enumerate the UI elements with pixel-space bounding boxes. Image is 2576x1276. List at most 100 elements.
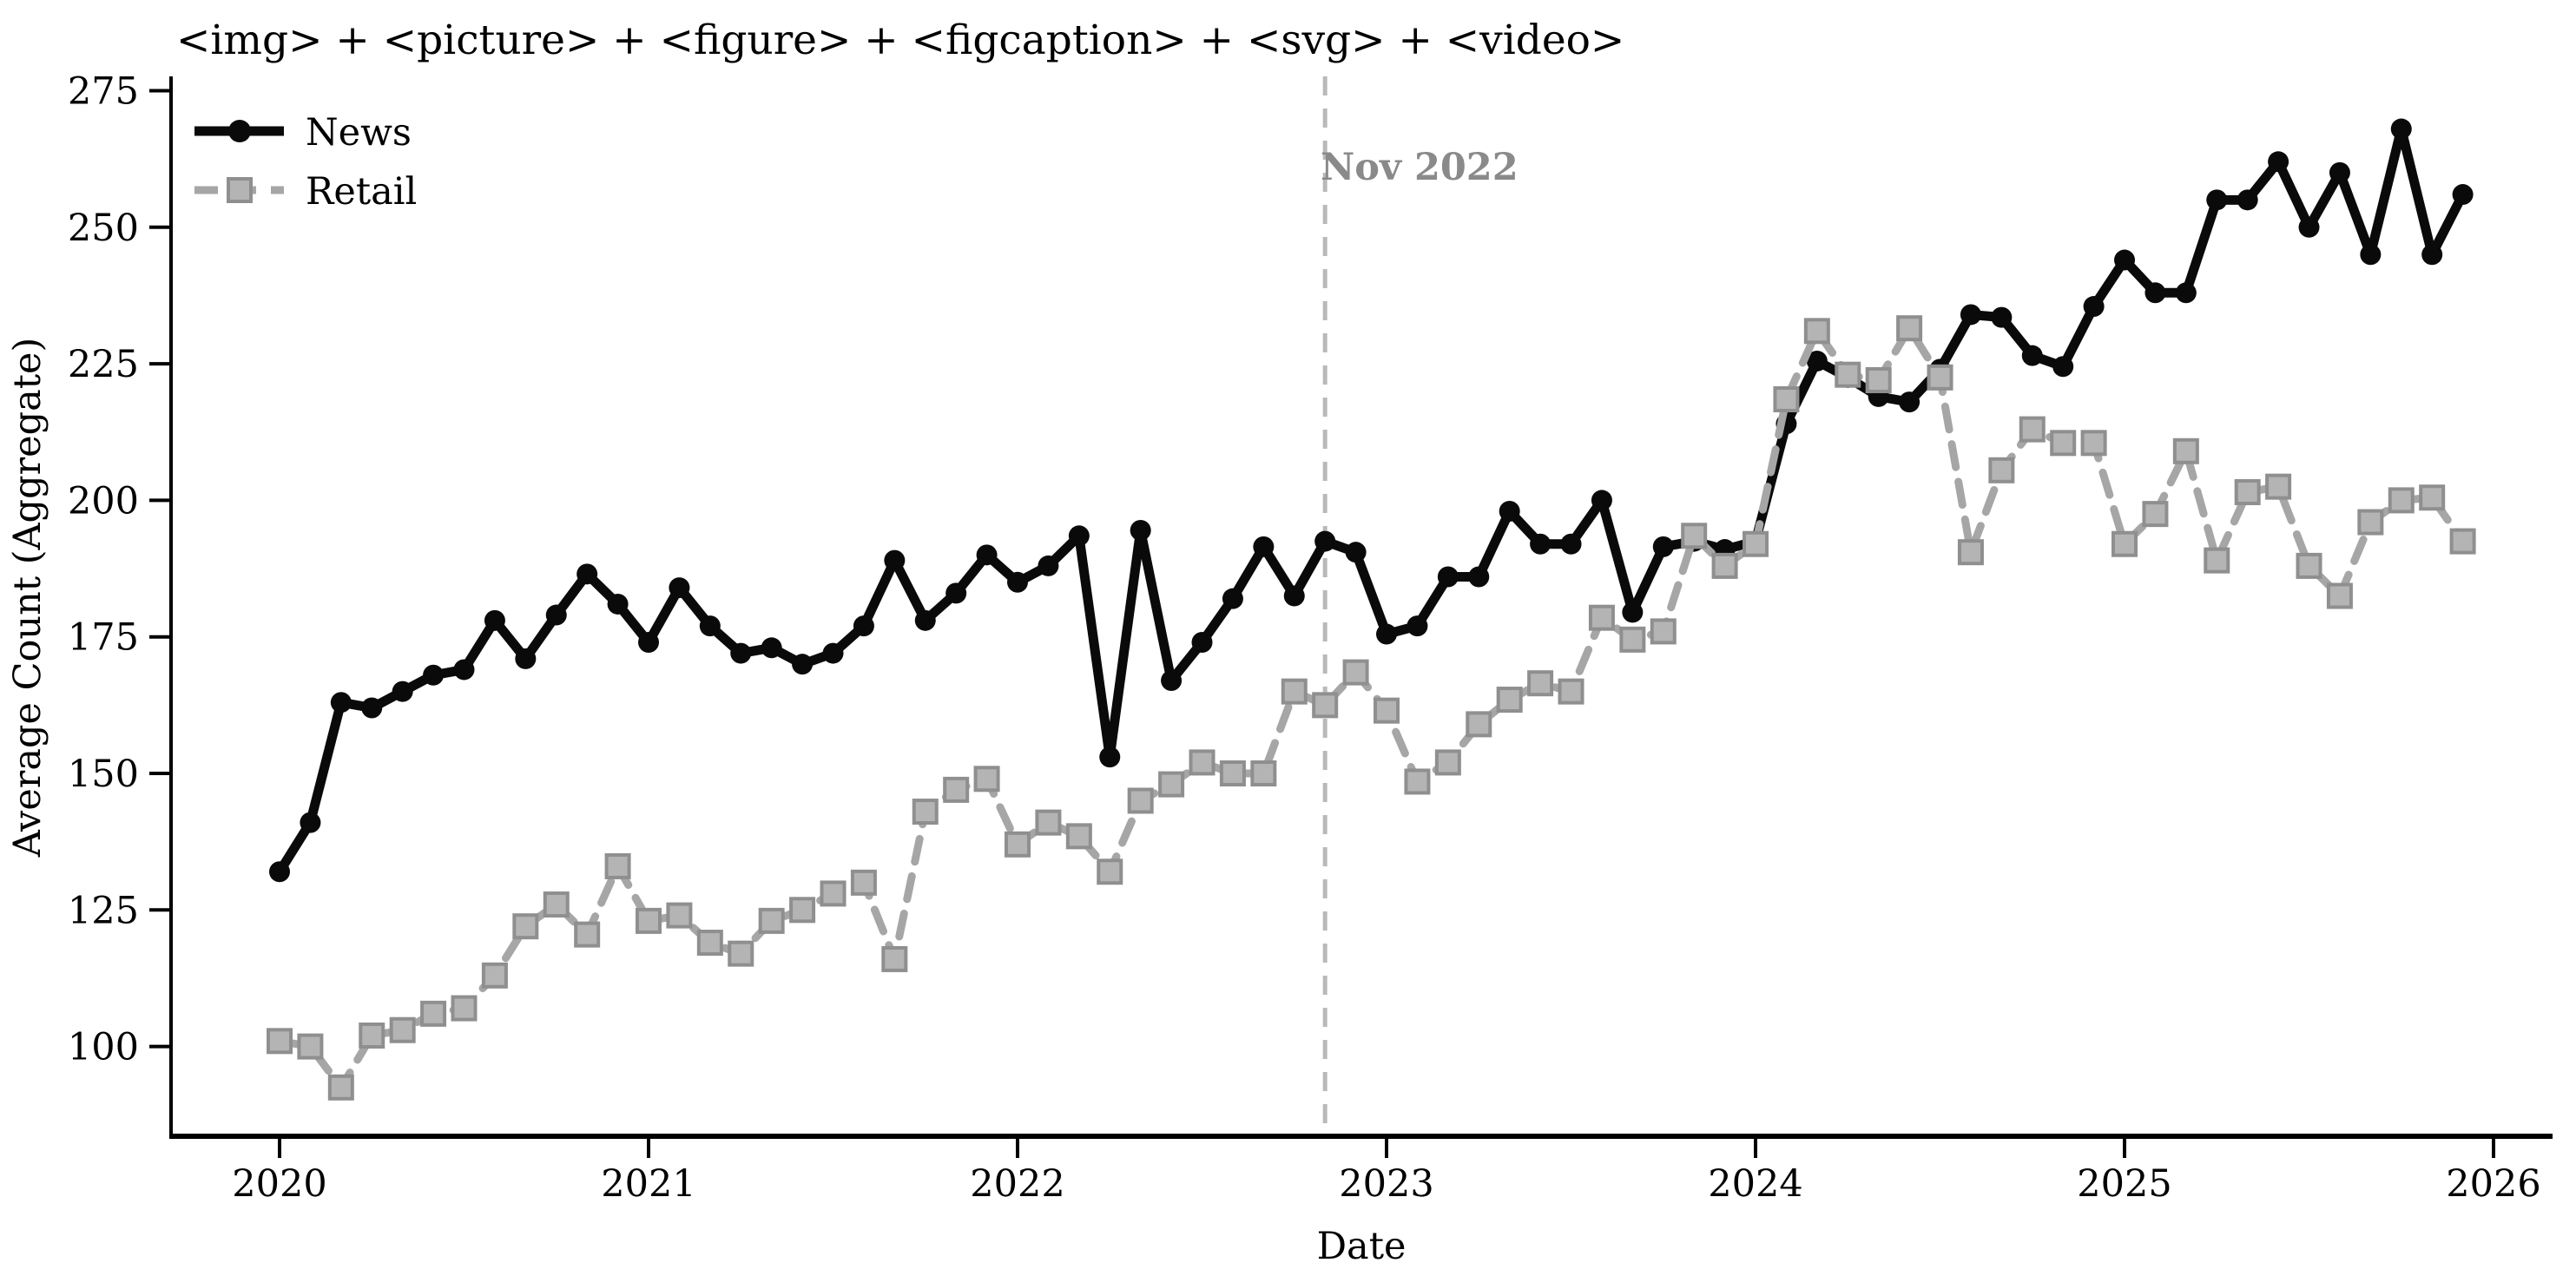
data-point-marker — [943, 776, 970, 803]
data-point-marker — [973, 766, 1000, 793]
data-point-marker — [2326, 582, 2353, 609]
data-point-marker — [1407, 615, 1428, 637]
data-point-marker — [1496, 687, 1523, 714]
data-point-marker — [1806, 350, 1828, 372]
data-point-marker — [2175, 282, 2197, 304]
data-point-marker — [1560, 533, 1582, 555]
annotation-label: Nov 2022 — [1321, 146, 1519, 189]
data-point-marker — [297, 1033, 324, 1060]
data-point-marker — [576, 563, 598, 585]
data-point-marker — [2050, 430, 2077, 457]
series-retail-line — [275, 324, 2467, 1092]
data-point-marker — [423, 664, 445, 686]
x-tick-label: 2021 — [601, 1162, 695, 1206]
y-tick-label: 150 — [68, 753, 139, 796]
data-point-marker — [515, 648, 537, 669]
data-point-marker — [1065, 823, 1092, 850]
data-point-marker — [1283, 585, 1305, 607]
data-point-marker — [1773, 385, 1800, 412]
data-point-marker — [728, 940, 754, 967]
data-point-marker — [451, 995, 478, 1022]
data-point-marker — [1622, 602, 1644, 623]
data-point-marker — [453, 659, 475, 681]
data-point-marker — [2265, 473, 2292, 500]
data-point-marker — [545, 604, 567, 626]
data-point-marker — [1222, 588, 1243, 609]
data-point-marker — [1434, 749, 1461, 776]
legend-retail-label: Retail — [306, 170, 417, 214]
data-point-marker — [607, 593, 629, 615]
data-point-marker — [2083, 296, 2105, 318]
data-point-marker — [1591, 490, 1612, 511]
x-tick-label: 2020 — [232, 1162, 326, 1206]
data-point-marker — [1711, 552, 1738, 579]
data-point-marker — [1250, 760, 1277, 786]
data-point-marker — [420, 1000, 447, 1027]
chart-title: <img> + <picture> + <figure> + <figcapti… — [176, 16, 1624, 64]
data-point-marker — [2204, 547, 2230, 574]
legend-retail-marker — [227, 177, 253, 203]
data-point-marker — [1619, 626, 1646, 653]
data-point-marker — [2388, 487, 2415, 514]
data-point-marker — [1404, 768, 1431, 795]
data-point-marker — [392, 681, 413, 702]
data-point-marker — [481, 962, 508, 989]
data-point-marker — [389, 1016, 416, 1043]
x-tick-label: 2025 — [2077, 1162, 2171, 1206]
data-point-marker — [638, 631, 660, 653]
data-point-marker — [1038, 555, 1059, 576]
y-axis-ticks: 100 125 150 175 200 225 250 275 — [68, 70, 171, 1069]
x-tick-label: 2026 — [2446, 1162, 2540, 1206]
data-point-marker — [636, 907, 662, 934]
data-point-marker — [574, 921, 601, 948]
data-point-marker — [330, 692, 352, 714]
data-point-marker — [269, 861, 290, 883]
data-point-marker — [976, 544, 998, 566]
data-point-marker — [2298, 216, 2320, 238]
data-point-marker — [2329, 161, 2350, 183]
data-point-marker — [761, 637, 782, 659]
data-point-marker — [2144, 282, 2166, 304]
data-point-marker — [789, 897, 816, 924]
data-point-marker — [853, 615, 874, 637]
data-point-marker — [1652, 536, 1674, 557]
data-point-marker — [1281, 678, 1308, 705]
data-point-marker — [1314, 530, 1336, 552]
data-point-marker — [669, 577, 690, 599]
series-layer — [267, 118, 2476, 1101]
data-point-marker — [543, 891, 570, 918]
data-point-marker — [1005, 831, 1031, 858]
data-point-marker — [884, 549, 906, 571]
data-point-marker — [758, 907, 785, 934]
data-point-marker — [361, 697, 383, 719]
x-tick-label: 2024 — [1708, 1162, 1802, 1206]
data-point-marker — [484, 609, 505, 631]
data-point-marker — [2052, 356, 2074, 378]
x-axis-label: Date — [1317, 1225, 1407, 1268]
data-point-marker — [2019, 416, 2046, 443]
data-point-marker — [1312, 692, 1339, 719]
data-point-marker — [820, 880, 847, 907]
y-tick-label: 175 — [68, 616, 139, 660]
data-point-marker — [914, 609, 936, 631]
y-tick-label: 125 — [68, 889, 139, 932]
data-point-marker — [1899, 391, 1920, 413]
data-point-marker — [666, 902, 693, 929]
data-point-marker — [1960, 304, 1981, 326]
series-news-line — [274, 124, 2468, 877]
legend-news-marker — [228, 120, 251, 142]
data-point-marker — [1189, 749, 1216, 776]
data-point-marker — [1499, 500, 1520, 522]
data-point-marker — [1374, 697, 1400, 724]
data-point-marker — [512, 913, 539, 940]
data-point-marker — [1127, 787, 1154, 814]
data-point-marker — [2268, 151, 2289, 173]
data-point-marker — [1988, 457, 2015, 483]
data-point-marker — [2452, 184, 2474, 206]
data-point-marker — [945, 582, 967, 604]
data-point-marker — [881, 945, 908, 972]
y-tick-label: 275 — [68, 70, 139, 114]
data-point-marker — [1158, 771, 1185, 798]
data-point-marker — [2421, 244, 2443, 266]
data-point-marker — [2112, 530, 2138, 557]
